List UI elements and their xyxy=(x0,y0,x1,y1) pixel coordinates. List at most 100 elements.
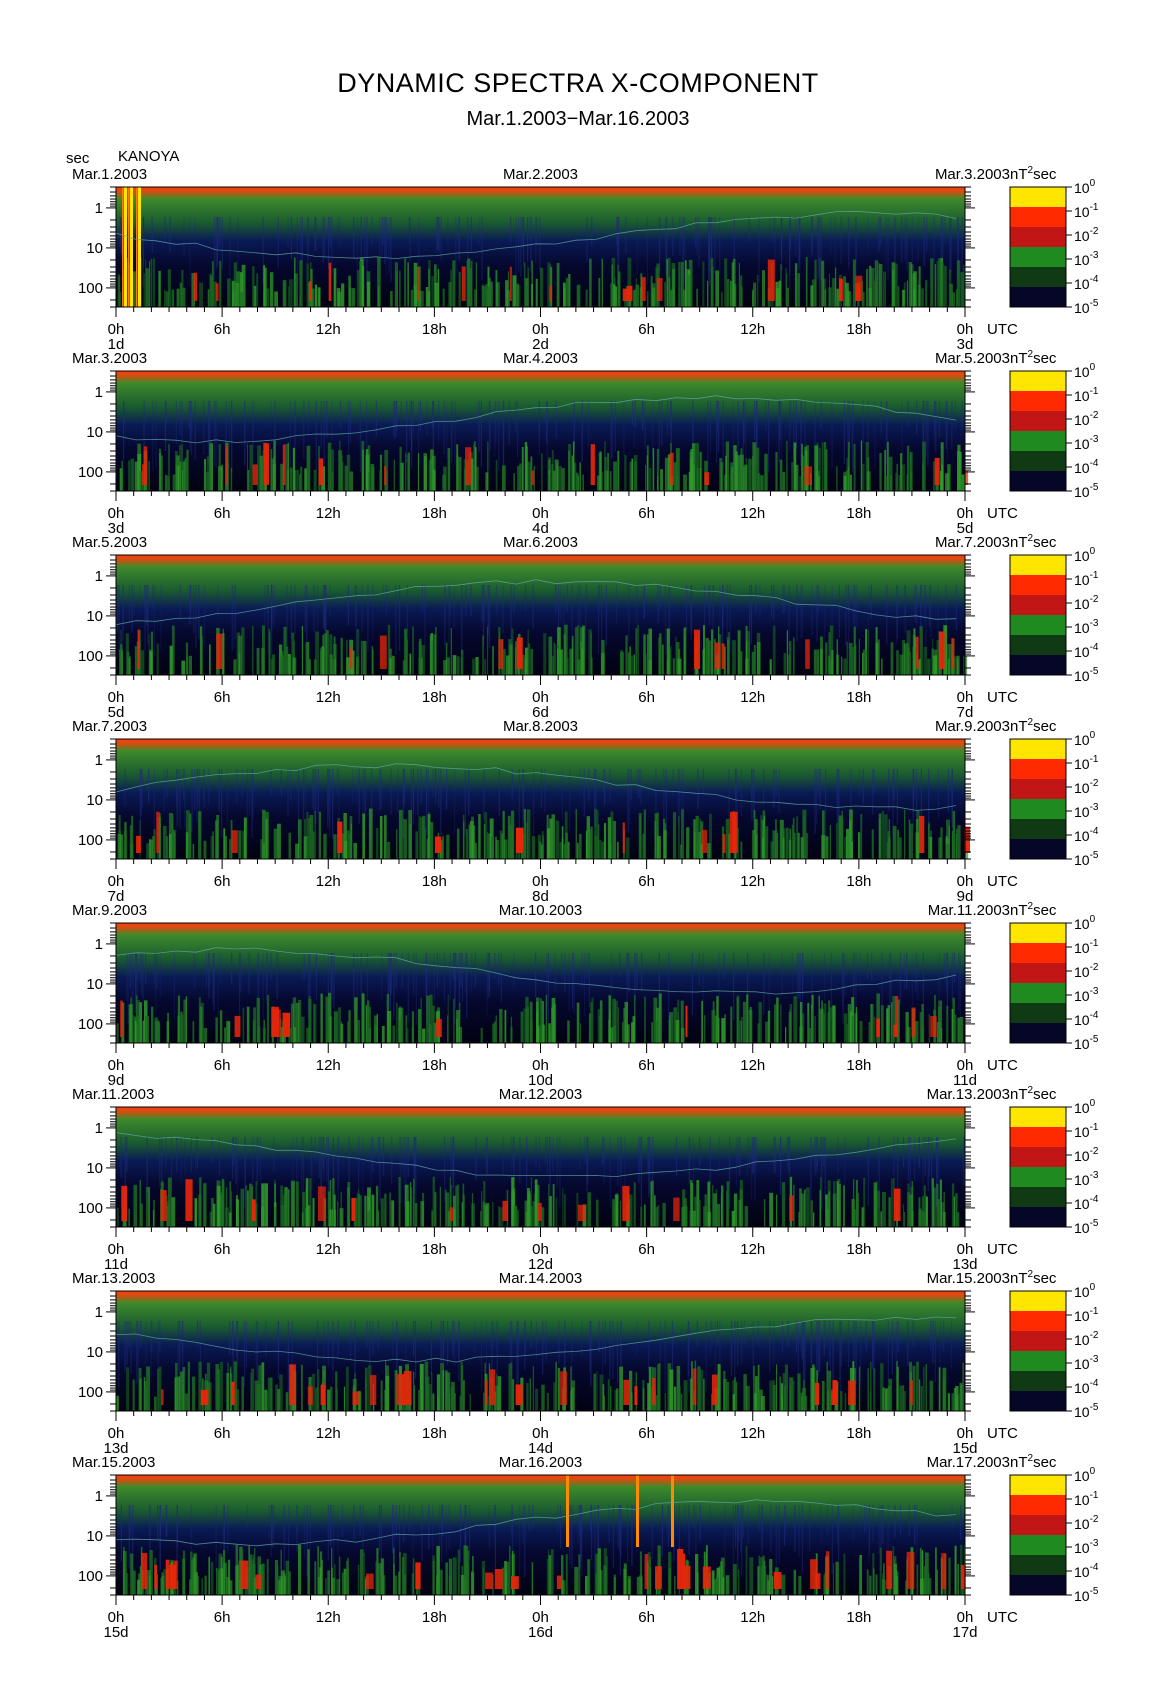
activity-burst xyxy=(764,453,768,491)
noise-streak xyxy=(453,1321,456,1366)
noise-streak xyxy=(887,1505,889,1576)
noise-streak xyxy=(203,769,205,800)
activity-burst xyxy=(921,1550,923,1595)
noise-streak xyxy=(669,585,671,651)
colorbar-segment xyxy=(1010,1147,1066,1167)
noise-streak xyxy=(388,953,390,1009)
noise-streak xyxy=(401,953,403,989)
intense-burst xyxy=(677,1549,684,1589)
activity-burst xyxy=(539,1025,543,1043)
noise-streak xyxy=(697,769,699,810)
noise-streak xyxy=(626,953,628,1015)
noise-streak xyxy=(916,769,918,827)
noise-streak xyxy=(245,1321,248,1367)
activity-burst xyxy=(384,815,387,859)
noise-streak xyxy=(236,769,238,803)
activity-burst xyxy=(308,657,310,675)
noise-streak xyxy=(549,1137,551,1201)
noise-streak xyxy=(888,769,890,811)
activity-burst xyxy=(576,1193,579,1227)
activity-burst xyxy=(737,827,739,859)
noise-streak xyxy=(951,1505,953,1531)
noise-streak xyxy=(284,1505,286,1576)
noise-streak xyxy=(775,1505,777,1572)
activity-burst xyxy=(816,649,820,675)
activity-burst xyxy=(373,1023,377,1043)
activity-burst xyxy=(473,444,475,491)
time-zone-label: UTC xyxy=(987,321,1018,338)
noise-streak xyxy=(676,1505,678,1538)
activity-burst xyxy=(241,1376,244,1411)
activity-burst xyxy=(248,1545,250,1595)
noise-streak xyxy=(579,1505,581,1569)
activity-burst xyxy=(270,458,275,491)
activity-burst xyxy=(158,270,161,307)
noise-streak xyxy=(266,585,268,614)
day-label: 12d xyxy=(528,1256,553,1273)
intense-burst xyxy=(328,262,332,301)
activity-burst xyxy=(181,461,185,491)
activity-burst xyxy=(585,830,588,859)
activity-burst xyxy=(484,659,487,675)
activity-burst xyxy=(682,1189,686,1227)
activity-burst xyxy=(673,1007,677,1043)
panel-mid-date: Mar.4.2003 xyxy=(502,350,579,367)
activity-burst xyxy=(932,1178,934,1227)
intense-burst xyxy=(502,1200,508,1221)
noise-streak xyxy=(228,401,231,469)
activity-burst xyxy=(359,261,362,307)
noise-streak xyxy=(878,217,880,252)
activity-burst xyxy=(776,833,779,859)
activity-burst xyxy=(563,282,566,307)
x-tick-label: 6h xyxy=(214,1241,231,1258)
noise-streak xyxy=(160,585,162,651)
noise-streak xyxy=(958,953,960,1012)
activity-burst xyxy=(789,1004,792,1043)
activity-burst xyxy=(280,1027,284,1043)
intense-burst xyxy=(682,1565,691,1589)
activity-burst xyxy=(128,460,131,491)
noise-streak xyxy=(430,1321,432,1375)
noise-streak xyxy=(960,1505,962,1540)
intense-burst xyxy=(893,1024,898,1037)
activity-burst xyxy=(216,1180,221,1227)
activity-burst xyxy=(407,262,409,307)
activity-burst xyxy=(598,278,601,307)
noise-streak xyxy=(353,217,355,259)
activity-burst xyxy=(306,263,309,307)
activity-burst xyxy=(695,815,699,859)
noise-streak xyxy=(795,217,797,257)
activity-burst xyxy=(915,832,920,859)
colorbar-tick-label: 10-3 xyxy=(1074,986,1099,1004)
activity-burst xyxy=(572,441,575,491)
noise-streak xyxy=(769,1321,771,1372)
activity-burst xyxy=(862,463,865,491)
noise-streak xyxy=(820,1505,822,1543)
activity-burst xyxy=(913,271,917,307)
activity-burst xyxy=(215,1017,218,1043)
noise-streak xyxy=(440,217,442,261)
noise-streak xyxy=(739,1137,741,1176)
activity-burst xyxy=(802,456,806,491)
activity-burst xyxy=(819,258,821,307)
activity-burst xyxy=(941,1202,945,1227)
activity-burst xyxy=(618,272,621,307)
activity-burst xyxy=(229,1580,233,1595)
activity-burst xyxy=(740,448,743,491)
activity-burst xyxy=(321,1559,323,1595)
noise-streak xyxy=(296,217,298,274)
activity-burst xyxy=(574,627,578,675)
noise-streak xyxy=(486,953,488,1016)
noise-streak xyxy=(709,585,711,626)
activity-burst xyxy=(543,633,547,675)
x-tick-label: 12h xyxy=(316,1241,341,1258)
noise-streak xyxy=(832,1321,834,1381)
activity-burst xyxy=(744,1206,749,1227)
activity-burst xyxy=(569,648,574,675)
noise-streak xyxy=(323,401,325,465)
activity-burst xyxy=(666,259,668,307)
day-label: 9d xyxy=(957,888,974,905)
activity-burst xyxy=(674,1576,676,1595)
activity-burst xyxy=(887,1005,891,1043)
noise-streak xyxy=(461,585,463,655)
